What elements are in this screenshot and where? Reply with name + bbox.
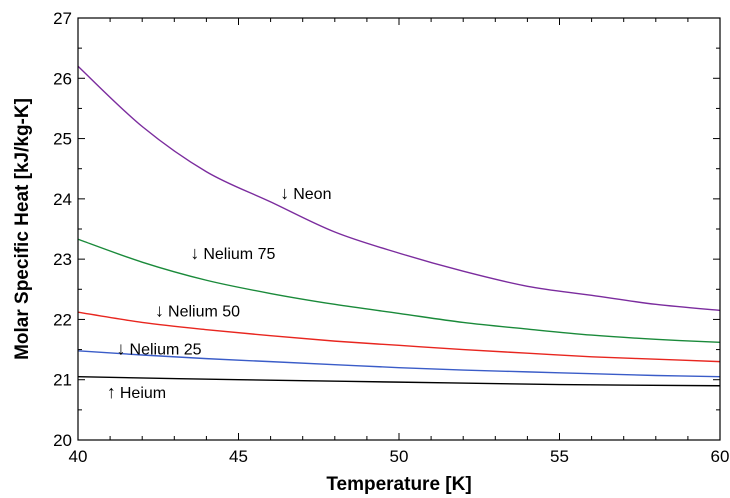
arrow-down-icon: ↓ xyxy=(190,243,199,263)
x-axis-title: Temperature [K] xyxy=(326,474,471,495)
tick-layer: 40 45 50 55 60 20 21 22 23 24 25 26 27 xyxy=(53,9,729,466)
y-tick-label: 23 xyxy=(53,250,72,269)
y-tick-label: 27 xyxy=(53,9,72,28)
x-tick-label: 55 xyxy=(550,447,569,466)
arrow-down-icon: ↓ xyxy=(155,300,164,320)
x-tick-label: 50 xyxy=(390,447,409,466)
arrow-down-icon: ↓ xyxy=(280,183,289,203)
annotation-label: ↓ Nelium 75 xyxy=(190,243,275,263)
x-tick-label: 40 xyxy=(69,447,88,466)
annotation-label: ↓ Nelium 25 xyxy=(117,338,202,358)
annotation-text: Heium xyxy=(120,385,166,402)
y-tick-label: 25 xyxy=(53,130,72,149)
series-line-neon xyxy=(77,65,721,312)
annotation-text: Neon xyxy=(293,186,331,203)
y-tick-label: 22 xyxy=(53,310,72,329)
annotation-layer: ↓ Neon↓ Nelium 75↓ Nelium 50↓ Nelium 25↑ Heiu… xyxy=(107,183,332,402)
series-line-helium xyxy=(77,376,721,387)
annotation-label: ↑ Heium xyxy=(107,382,166,402)
annotation-text: Nelium 25 xyxy=(130,341,202,358)
plot-frame xyxy=(77,17,721,441)
annotation-text: Nelium 50 xyxy=(168,303,240,320)
annotation-label: ↓ Nelium 50 xyxy=(155,300,240,320)
y-tick-label: 20 xyxy=(53,431,72,450)
x-tick-label: 60 xyxy=(711,447,730,466)
annotation-label: ↓ Neon xyxy=(280,183,331,203)
y-tick-label: 21 xyxy=(53,371,72,390)
arrow-up-icon: ↑ xyxy=(107,382,116,402)
y-tick-label: 26 xyxy=(53,69,72,88)
annotation-text: Nelium 75 xyxy=(203,246,275,263)
arrow-down-icon: ↓ xyxy=(117,338,126,358)
y-tick-label: 24 xyxy=(53,190,72,209)
series-line-nelium-75 xyxy=(77,238,721,344)
series-line-nelium-25 xyxy=(77,350,721,378)
series-layer xyxy=(77,65,721,387)
x-tick-label: 45 xyxy=(229,447,248,466)
y-axis-title: Molar Specific Heat [kJ/kg-K] xyxy=(12,98,33,360)
series-line-nelium-50 xyxy=(77,311,721,363)
